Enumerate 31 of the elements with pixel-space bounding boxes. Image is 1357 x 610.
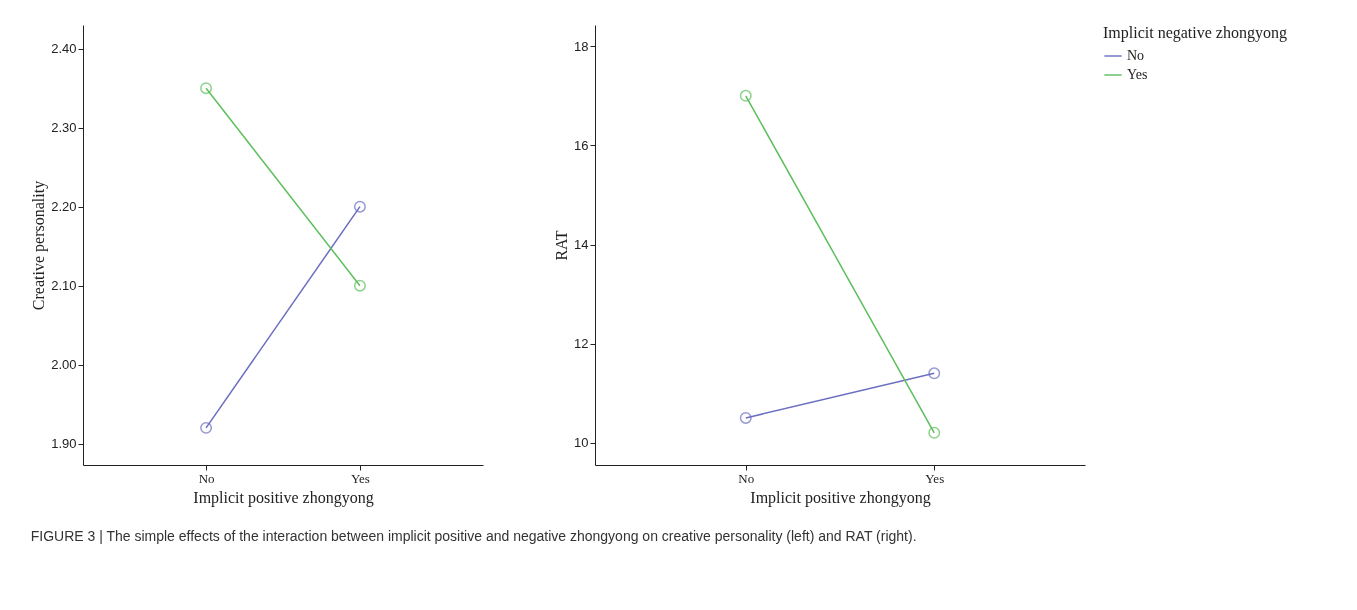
- point: [200, 421, 213, 434]
- y-axis-title: RAT: [553, 230, 571, 261]
- x-tick-label: Yes: [350, 470, 370, 486]
- point: [739, 411, 752, 424]
- point: [200, 82, 213, 95]
- y-tick-label: 2.30: [51, 120, 77, 136]
- x-tick-label: No: [738, 470, 755, 486]
- point: [928, 426, 941, 439]
- y-tick-label: 2.40: [51, 41, 77, 57]
- y-axis-title: Creative personality: [30, 180, 49, 311]
- y-tick-label: 2.20: [51, 199, 77, 215]
- y-tick-label: 14: [574, 237, 589, 252]
- y-tick-label: 10: [574, 435, 589, 451]
- x-axis-title: Implicit positive zhongyong: [750, 488, 931, 507]
- point: [739, 89, 752, 102]
- point: [353, 279, 366, 292]
- y-tick-label: 16: [574, 137, 589, 153]
- y-tick-label: 2.10: [51, 278, 77, 294]
- x-axis-title: Implicit positive zhongyong: [193, 488, 374, 507]
- x-tick-label: Yes: [925, 470, 945, 486]
- y-tick-label: 18: [574, 38, 589, 54]
- legend-label: Yes: [1127, 67, 1148, 82]
- x-tick-label: No: [198, 470, 215, 486]
- point: [928, 367, 941, 380]
- legend-title: Implicit negative zhongyong: [1103, 24, 1287, 42]
- legend-label: No: [1127, 48, 1145, 63]
- y-tick-label: 1.90: [51, 436, 77, 452]
- caption: FIGURE 3 | The simple effects of the interaction between implicit positive and negative zhongyong on creative personality (left) and RAT (right).: [30, 528, 917, 544]
- y-tick-label: 12: [574, 336, 589, 352]
- point: [353, 200, 366, 213]
- y-tick-label: 2.00: [51, 357, 77, 373]
